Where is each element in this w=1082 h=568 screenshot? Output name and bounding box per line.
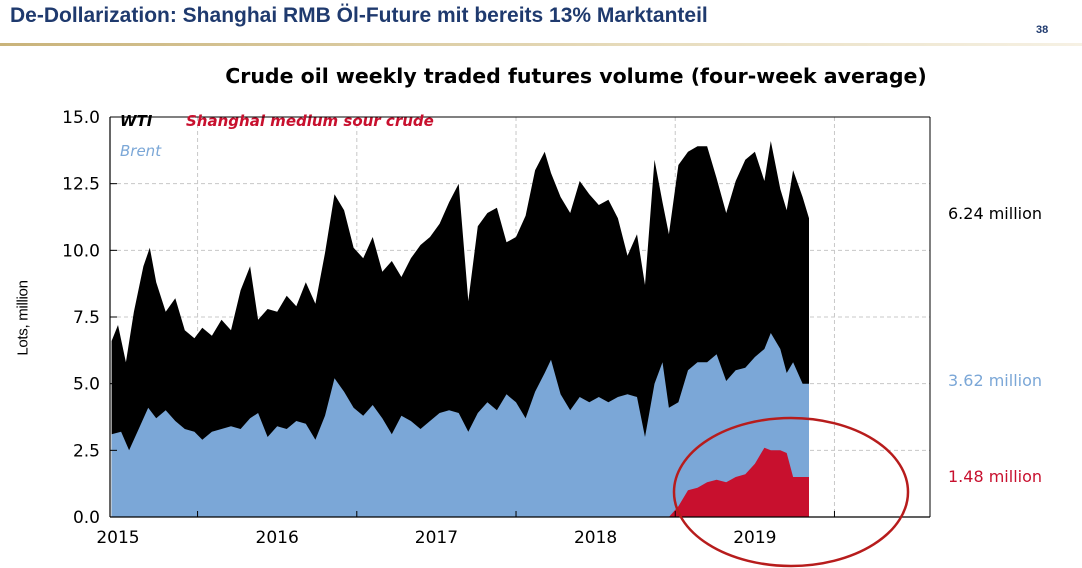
x-tick-label: 2016 — [256, 528, 299, 548]
annotations — [672, 416, 910, 568]
y-tick-label: 5.0 — [73, 375, 100, 395]
x-tick-label: 2015 — [96, 528, 139, 548]
end-label-wti: 6.24 million — [948, 204, 1043, 223]
y-tick-label: 2.5 — [73, 441, 100, 461]
axes: 0.0 2.5 5.0 7.5 10.0 12.5 15.0 2015 2016 2017 2018… — [62, 108, 931, 548]
legend-shanghai: Shanghai medium sour crude — [186, 112, 434, 130]
title-divider — [0, 43, 1082, 46]
legend: WTI Shanghai medium sour crude Brent — [120, 112, 434, 160]
highlight-ellipse — [672, 416, 910, 568]
x-tick-label: 2018 — [574, 528, 617, 548]
chart-title: Crude oil weekly traded futures volume (… — [225, 64, 927, 88]
y-tick-label: 0.0 — [73, 508, 100, 528]
legend-brent: Brent — [120, 142, 162, 160]
series-shanghai-area — [668, 447, 809, 517]
y-tick-label: 10.0 — [62, 241, 100, 261]
end-label-brent: 3.62 million — [948, 371, 1043, 390]
end-label-shanghai: 1.48 million — [948, 467, 1043, 486]
y-tick-label: 12.5 — [62, 175, 100, 195]
x-tick-label: 2019 — [733, 528, 776, 548]
y-tick-label: 15.0 — [62, 108, 100, 128]
y-tick-label: 7.5 — [73, 308, 100, 328]
series-areas — [111, 141, 810, 517]
slide-title: De-Dollarization: Shanghai RMB Öl-Future… — [10, 4, 708, 27]
slide-number: 38 — [1036, 24, 1049, 36]
x-tick-label: 2017 — [415, 528, 458, 548]
legend-wti: WTI — [120, 112, 153, 130]
series-brent-area — [111, 333, 810, 517]
